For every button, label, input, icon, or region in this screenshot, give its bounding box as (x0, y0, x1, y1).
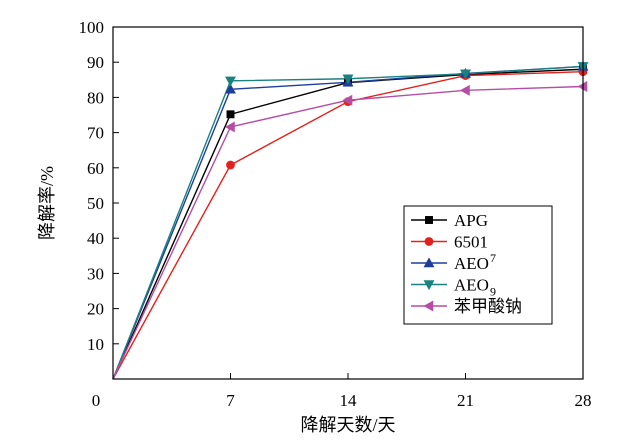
tick-labels: 10 20 30 40 50 60 70 80 90 100 0 7 14 21 28 (79, 18, 592, 410)
legend-label: AEO7 (454, 251, 496, 273)
legend-label-subscript: 9 (490, 285, 496, 299)
data-point-marker (224, 121, 235, 133)
x-tick-label: 28 (575, 391, 592, 410)
data-point-marker (342, 94, 353, 106)
legend-label-text: AEO (454, 254, 489, 273)
legend-label-text: AEO (454, 276, 489, 295)
data-point-marker (424, 237, 434, 246)
x-tick-label: 14 (340, 391, 358, 410)
y-tick-label: 100 (79, 18, 105, 37)
y-axis-label: 降解率/% (37, 166, 57, 240)
data-point-marker (225, 76, 236, 87)
y-tick-label: 70 (87, 124, 104, 143)
legend-label-text: 苯甲酸钠 (454, 297, 522, 316)
y-tick-label: 60 (87, 159, 104, 178)
x-axis-label: 降解天数/天 (300, 415, 395, 435)
data-point-marker (425, 216, 433, 224)
y-tick-label: 90 (87, 53, 104, 72)
legend-label-subscript: 7 (490, 251, 496, 265)
legend-label: APG (454, 211, 488, 230)
legend-label-text: 6501 (454, 233, 488, 252)
x-tick-label: 21 (457, 391, 474, 410)
data-point-marker (225, 83, 236, 94)
legend-label: 苯甲酸钠 (454, 297, 522, 316)
data-point-marker (226, 160, 235, 170)
data-point-marker (423, 257, 435, 268)
legend-label: 6501 (454, 233, 488, 252)
y-tick-label: 40 (87, 229, 104, 248)
y-tick-label: 50 (87, 194, 104, 213)
legend-label: AEO9 (454, 276, 496, 299)
x-tick-label: 0 (92, 391, 101, 410)
data-point-marker (423, 280, 435, 291)
data-point-marker (423, 300, 434, 312)
legend-label-text: APG (454, 211, 488, 230)
data-point-marker (460, 69, 471, 80)
data-point-marker (459, 84, 470, 96)
data-point-marker (226, 110, 235, 119)
x-tick-label: 7 (226, 391, 235, 410)
plot-area-frame (112, 26, 584, 380)
y-tick-label: 10 (87, 335, 104, 354)
y-tick-label: 80 (87, 88, 104, 107)
y-tick-label: 20 (87, 300, 104, 319)
data-point-marker (342, 74, 354, 85)
y-tick-label: 30 (87, 264, 104, 283)
